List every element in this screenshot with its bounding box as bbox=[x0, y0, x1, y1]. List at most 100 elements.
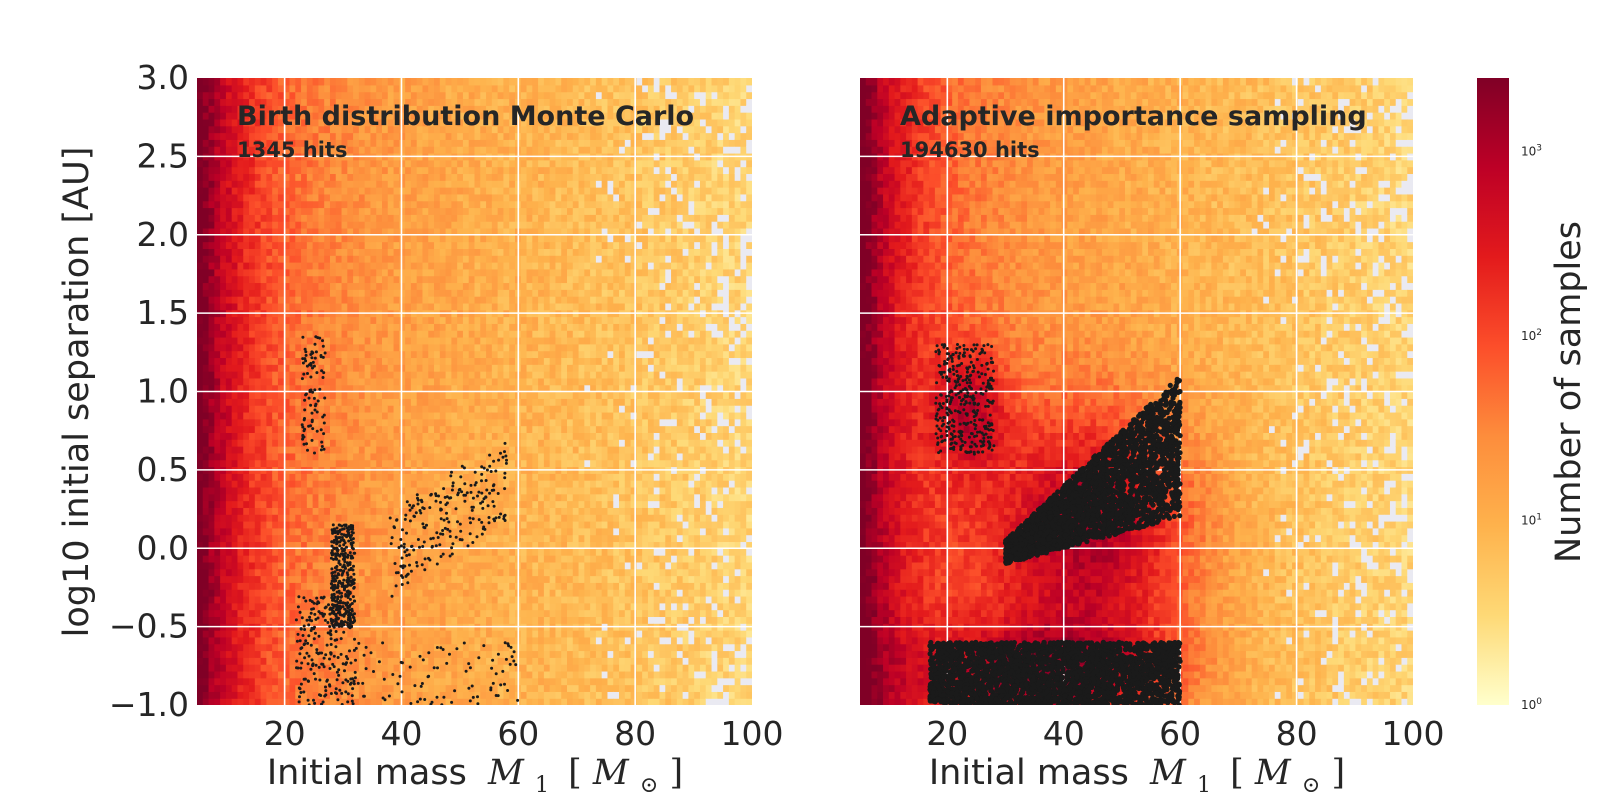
heatmap-cell bbox=[486, 180, 493, 188]
heatmap-cell bbox=[382, 221, 389, 229]
heatmap-cell bbox=[451, 146, 458, 154]
heatmap-cell bbox=[225, 78, 233, 86]
heatmap-cell bbox=[387, 582, 395, 590]
heatmap-cell bbox=[214, 439, 221, 447]
heatmap-cell bbox=[468, 302, 476, 311]
heatmap-cell bbox=[225, 391, 233, 399]
heatmap-cell bbox=[439, 316, 447, 324]
heatmap-cell bbox=[312, 159, 320, 168]
heatmap-cell bbox=[399, 616, 406, 624]
heatmap-cell bbox=[497, 234, 505, 243]
heatmap-cell bbox=[497, 268, 505, 277]
heatmap-cell bbox=[254, 78, 262, 86]
heatmap-cell bbox=[237, 446, 244, 454]
heatmap-cell bbox=[243, 405, 250, 413]
heatmap-cell bbox=[393, 350, 400, 359]
heatmap-cell bbox=[301, 384, 308, 393]
heatmap-cell bbox=[434, 446, 441, 454]
heatmap-cell bbox=[428, 486, 435, 495]
heatmap-cell bbox=[387, 125, 395, 134]
heatmap-cell bbox=[329, 534, 337, 543]
heatmap-cell bbox=[318, 398, 325, 406]
heatmap-cell bbox=[462, 330, 470, 338]
heatmap-cell bbox=[410, 439, 418, 447]
heatmap-cell bbox=[301, 262, 308, 270]
heatmap-cell bbox=[370, 520, 377, 529]
heatmap-cell bbox=[283, 446, 291, 454]
heatmap-cell bbox=[220, 146, 227, 154]
heatmap-cell bbox=[202, 480, 210, 488]
heatmap-cell bbox=[318, 541, 325, 549]
heatmap-cell bbox=[416, 398, 424, 406]
heatmap-cell bbox=[243, 452, 250, 461]
heatmap-cell bbox=[231, 282, 239, 290]
heatmap-cell bbox=[295, 595, 302, 604]
heatmap-cell bbox=[260, 575, 267, 583]
heatmap-cell bbox=[364, 630, 372, 638]
heatmap-cell bbox=[445, 568, 452, 577]
heatmap-cell bbox=[208, 289, 215, 297]
heatmap-cell bbox=[249, 698, 256, 705]
heatmap-cell bbox=[272, 568, 279, 577]
heatmap-cell bbox=[231, 377, 239, 386]
heatmap-cell bbox=[434, 548, 441, 556]
heatmap-cell bbox=[457, 255, 464, 263]
heatmap-cell bbox=[486, 221, 493, 229]
heatmap-cell bbox=[486, 323, 493, 331]
heatmap-cell bbox=[197, 350, 204, 359]
heatmap-cell bbox=[260, 391, 267, 399]
heatmap-cell bbox=[457, 561, 464, 570]
heatmap-cell bbox=[399, 589, 406, 597]
heatmap-cell bbox=[410, 568, 418, 577]
heatmap-cell bbox=[399, 691, 406, 699]
heatmap-cell bbox=[306, 180, 314, 188]
heatmap-cell bbox=[405, 200, 412, 209]
heatmap-cell bbox=[283, 480, 291, 488]
heatmap-cell bbox=[387, 630, 395, 638]
heatmap-cell bbox=[364, 411, 372, 420]
heatmap-cell bbox=[364, 173, 372, 181]
heatmap-cell bbox=[382, 248, 389, 256]
heatmap-cell bbox=[283, 698, 291, 705]
heatmap-cell bbox=[387, 255, 395, 263]
heatmap-cell bbox=[474, 514, 481, 522]
heatmap-cell bbox=[462, 534, 470, 543]
heatmap-cell bbox=[347, 391, 354, 399]
heatmap-cell bbox=[243, 166, 250, 175]
heatmap-cell bbox=[272, 609, 279, 618]
heatmap-cell bbox=[399, 602, 406, 611]
heatmap-cell bbox=[445, 112, 452, 120]
heatmap-cell bbox=[480, 595, 487, 604]
heatmap-cell bbox=[335, 391, 343, 399]
heatmap-cell bbox=[231, 398, 239, 406]
heatmap-cell bbox=[335, 159, 343, 168]
heatmap-cell bbox=[197, 425, 204, 433]
heatmap-cell bbox=[491, 473, 499, 481]
heatmap-cell bbox=[312, 541, 320, 549]
heatmap-cell bbox=[289, 643, 296, 652]
heatmap-cell bbox=[370, 159, 377, 168]
heatmap-cell bbox=[480, 507, 487, 515]
heatmap-cell bbox=[329, 664, 337, 672]
heatmap-cell bbox=[468, 486, 476, 495]
heatmap-cell bbox=[249, 200, 256, 209]
heatmap-cell bbox=[202, 657, 210, 665]
heatmap-cell bbox=[254, 643, 262, 652]
heatmap-cell bbox=[486, 282, 493, 290]
heatmap-cell bbox=[387, 377, 395, 386]
heatmap-cell bbox=[335, 78, 343, 86]
heatmap-cell bbox=[358, 636, 366, 645]
heatmap-cell bbox=[399, 200, 406, 209]
heatmap-cell bbox=[399, 84, 406, 93]
heatmap-cell bbox=[312, 575, 320, 583]
heatmap-cell bbox=[364, 514, 372, 522]
heatmap-cell bbox=[220, 125, 227, 134]
heatmap-cell bbox=[497, 343, 505, 352]
heatmap-cell bbox=[451, 139, 458, 147]
heatmap-cell bbox=[376, 159, 383, 168]
heatmap-cell bbox=[272, 268, 279, 277]
heatmap-cell bbox=[318, 316, 325, 324]
heatmap-cell bbox=[393, 425, 400, 433]
heatmap-cell bbox=[347, 425, 354, 433]
heatmap-cell bbox=[289, 302, 296, 311]
